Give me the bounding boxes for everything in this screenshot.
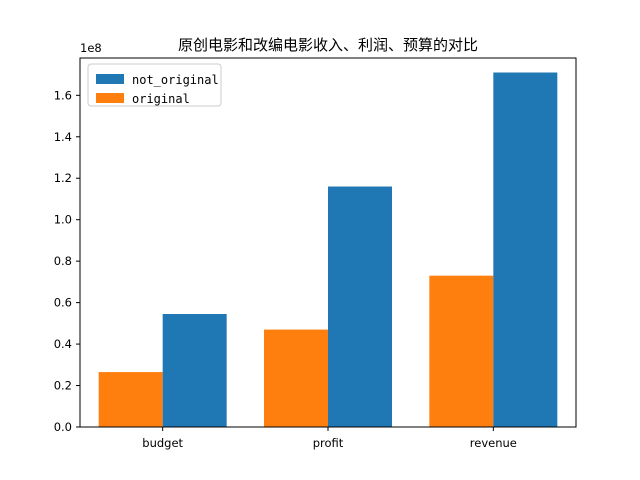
y-tick-label: 0.4 [54, 337, 72, 351]
bar-not_original-profit [328, 186, 392, 427]
y-axis: 0.0 0.2 0.4 0.6 0.8 1.0 1.2 1.4 1.6 [54, 88, 80, 434]
y-axis-multiplier: 1e8 [80, 41, 102, 55]
y-tick-label: 1.2 [54, 171, 72, 185]
bar-not_original-budget [162, 314, 227, 427]
y-tick-label: 0.2 [54, 379, 72, 393]
x-tick-label: budget [142, 436, 183, 450]
legend-swatch-not_original [96, 74, 124, 84]
legend-swatch-original [96, 93, 124, 103]
bar-original-profit [264, 329, 328, 427]
x-tick-label: revenue [470, 436, 517, 450]
y-tick-label: 1.4 [54, 130, 72, 144]
y-tick-label: 0.6 [54, 296, 72, 310]
bar-original-budget [98, 372, 163, 427]
chart-title: 原创电影和改编电影收入、利润、预算的对比 [178, 36, 478, 54]
legend: not_original original [87, 63, 222, 107]
y-tick-label: 1.6 [54, 88, 72, 102]
bars-group [98, 72, 558, 428]
plot-frame [79, 57, 577, 428]
y-tick-label: 0.8 [54, 254, 72, 268]
legend-label-original: original [132, 92, 190, 106]
y-tick-label: 1.0 [54, 213, 72, 227]
bar-original-revenue [429, 275, 494, 427]
y-tick-label: 0.0 [54, 420, 72, 434]
bar-not_original-revenue [493, 72, 558, 428]
legend-label-not_original: not_original [132, 73, 219, 87]
x-axis: budget profit revenue [142, 427, 517, 450]
x-tick-label: profit [313, 436, 344, 450]
